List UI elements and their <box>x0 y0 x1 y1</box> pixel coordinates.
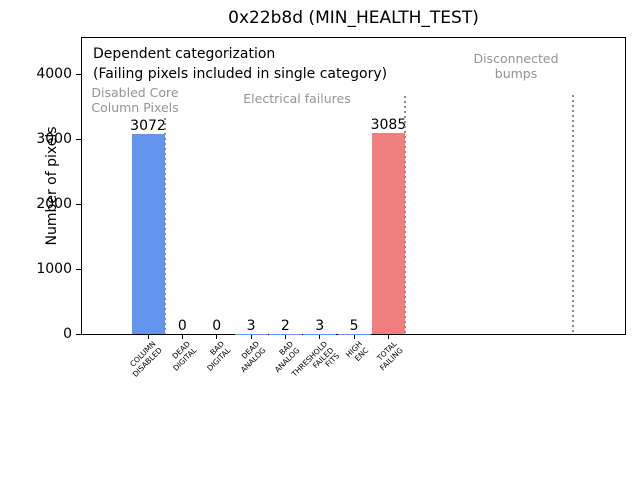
x-tick-label: DEAD ANALOG <box>238 339 267 374</box>
bar-value-label: 5 <box>349 317 359 334</box>
y-tick <box>76 268 81 270</box>
x-tick <box>353 335 355 339</box>
bar <box>371 133 405 334</box>
x-tick <box>387 335 389 339</box>
x-tick <box>250 335 252 339</box>
annotation-region-disconnected: Disconnected bumps <box>473 51 559 81</box>
y-tick-label: 0 <box>63 326 72 342</box>
x-tick <box>147 335 149 339</box>
bar-value-label: 3072 <box>130 118 166 135</box>
x-tick-label: COLUMN DISABLED <box>128 339 164 379</box>
bar-value-label: 3 <box>315 317 325 334</box>
y-tick <box>76 333 81 335</box>
y-tick-label: 2000 <box>36 196 72 212</box>
category-separator-line <box>164 118 166 334</box>
category-separator-line <box>572 95 574 334</box>
x-tick-label: TOTAL FAILING <box>374 339 405 373</box>
x-tick <box>181 335 183 339</box>
bar-value-label: 3085 <box>370 117 407 134</box>
bar-value-label: 0 <box>212 318 222 334</box>
annotation-dependent-note-line1: Dependent categorization <box>93 46 276 62</box>
annotation-dependent-note-line2: (Failing pixels included in single categ… <box>93 66 388 82</box>
bar-value-label: 0 <box>177 318 187 334</box>
x-tick-label: HIGH ENC <box>343 339 370 363</box>
y-tick-label: 4000 <box>36 66 72 82</box>
bar-value-label: 3 <box>246 317 256 334</box>
chart-title: 0x22b8d (MIN_HEALTH_TEST) <box>228 8 479 28</box>
bar <box>131 134 165 334</box>
x-tick-label: BAD DIGITAL <box>205 339 233 373</box>
y-tick <box>76 73 81 75</box>
plot-area <box>81 37 626 335</box>
y-tick <box>76 203 81 205</box>
x-tick <box>319 335 321 339</box>
y-tick-label: 3000 <box>36 131 72 147</box>
bar-value-label: 2 <box>280 317 290 334</box>
x-tick <box>216 335 218 339</box>
annotation-region-electrical: Electrical failures <box>243 91 351 106</box>
x-tick-label: DEAD DIGITAL <box>170 339 199 373</box>
y-tick <box>76 138 81 140</box>
annotation-region-disabled-core: Disabled Core Column Pixels <box>91 85 179 115</box>
x-tick <box>284 335 286 339</box>
y-tick-label: 1000 <box>36 261 72 277</box>
category-separator-line <box>404 96 406 334</box>
